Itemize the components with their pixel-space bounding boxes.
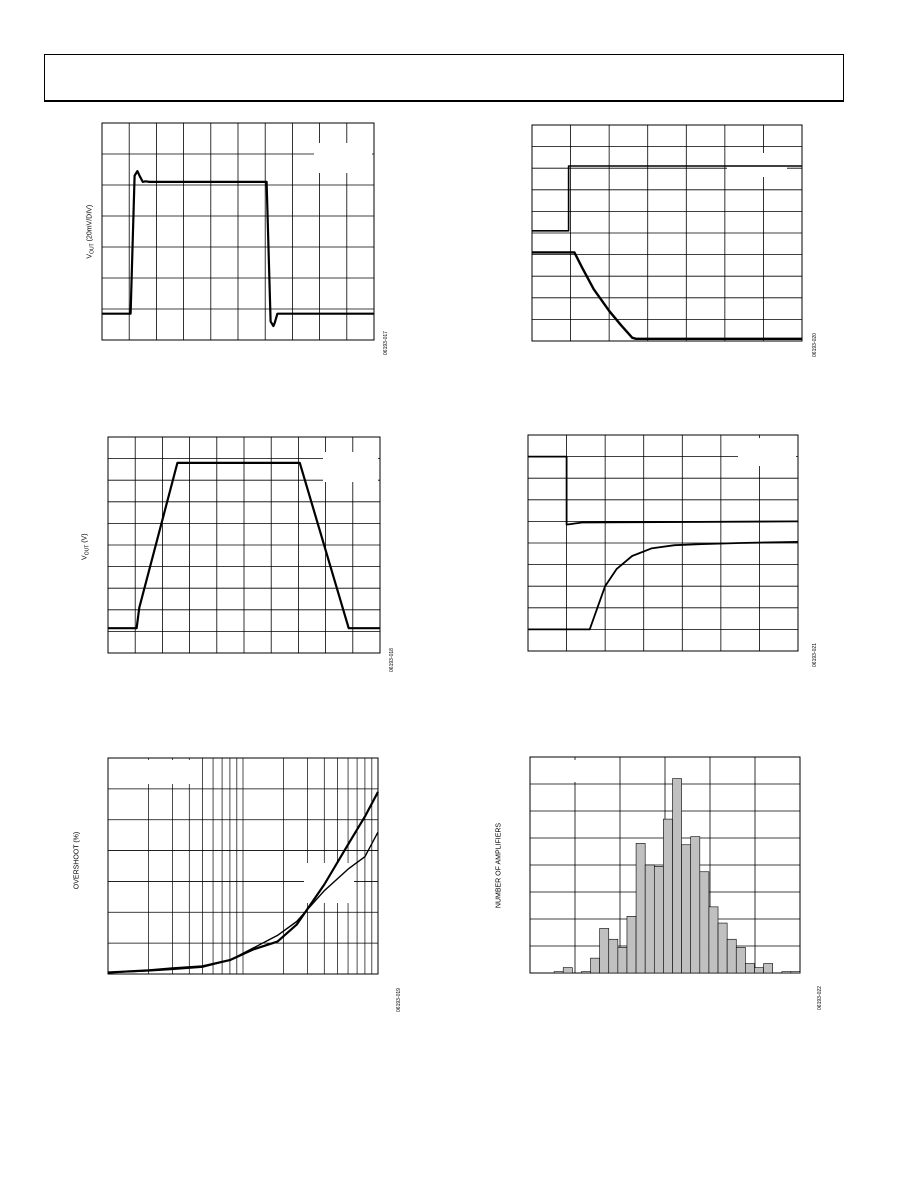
fig6-bar (781, 971, 792, 974)
figure-3-step-response-large (107, 436, 381, 654)
figure-5-ylabel: OVERSHOOT (%) (73, 831, 81, 890)
fig2-series-2-line (532, 251, 802, 340)
figure-3-plot (107, 436, 381, 654)
fig6-bar (754, 967, 764, 974)
fig3-legend-area (323, 452, 378, 482)
figure-5-plot (107, 757, 379, 975)
figure-6-histogram (529, 756, 801, 974)
fig6-bar (626, 916, 637, 974)
fig6-bar (653, 866, 664, 974)
figure-6-plot (529, 756, 801, 974)
fig6-bar (617, 947, 628, 974)
figure-1-step-response-small (101, 122, 375, 341)
fig1-series-1-line (102, 170, 374, 328)
fig6-legend-area (532, 760, 612, 782)
figure-4-code: 06193-021 (812, 643, 818, 667)
fig6-bar (581, 971, 591, 974)
figure-4-recovery-response (527, 434, 799, 652)
figure-1-code: 06193-017 (383, 331, 389, 355)
page-header (44, 54, 844, 102)
figure-5-overshoot-vs-load (107, 757, 379, 975)
fig6-bar (790, 971, 801, 974)
figure-1-plot (101, 122, 375, 341)
fig6-bar (608, 938, 619, 974)
figure-4-plot (527, 434, 799, 652)
fig1-legend-area (314, 143, 372, 173)
fig6-bar (590, 957, 600, 974)
fig6-bar (699, 871, 710, 974)
fig3-series-1-line (108, 461, 380, 630)
fig6-bar (763, 963, 773, 974)
figure-6-code: 06193-022 (817, 986, 823, 1010)
figure-6-ylabel: NUMBER OF AMPLIFIERS (495, 822, 503, 909)
figure-2-plot (531, 124, 803, 342)
fig6-bar (681, 844, 692, 974)
fig2-legend-area (727, 153, 787, 177)
fig4-series-1-line (528, 455, 799, 526)
fig6-bar (726, 938, 737, 974)
fig5-series-2-line (107, 831, 379, 974)
fig6-bar (663, 818, 673, 974)
fig4-legend-area (738, 438, 796, 466)
fig6-bar (690, 836, 701, 974)
fig6-bar (644, 864, 655, 974)
fig6-bar (672, 778, 682, 974)
fig6-bar (708, 906, 719, 974)
fig6-bar (562, 967, 573, 974)
figure-3-ylabel: VOUT (V) (81, 533, 91, 560)
fig6-bar (717, 922, 728, 974)
figure-5-code: 06193-019 (396, 988, 402, 1012)
fig4-series-2-line (528, 541, 799, 631)
figure-2-settling-response (531, 124, 803, 342)
fig6-bar (635, 843, 646, 974)
fig6-bar (735, 947, 746, 974)
fig2-series-1-line (532, 165, 802, 232)
figure-1-ylabel: VOUT (20mV/DIV) (86, 204, 96, 259)
fig6-bar (599, 928, 610, 974)
fig6-bar (745, 963, 755, 974)
fig6-bar (553, 971, 564, 974)
fig5-legend-area (110, 760, 190, 784)
figure-2-code: 06193-020 (812, 333, 818, 357)
fig5-series-1-line (107, 791, 379, 974)
fig5-legend-area (304, 863, 354, 903)
figure-3-code: 06193-018 (389, 648, 395, 672)
